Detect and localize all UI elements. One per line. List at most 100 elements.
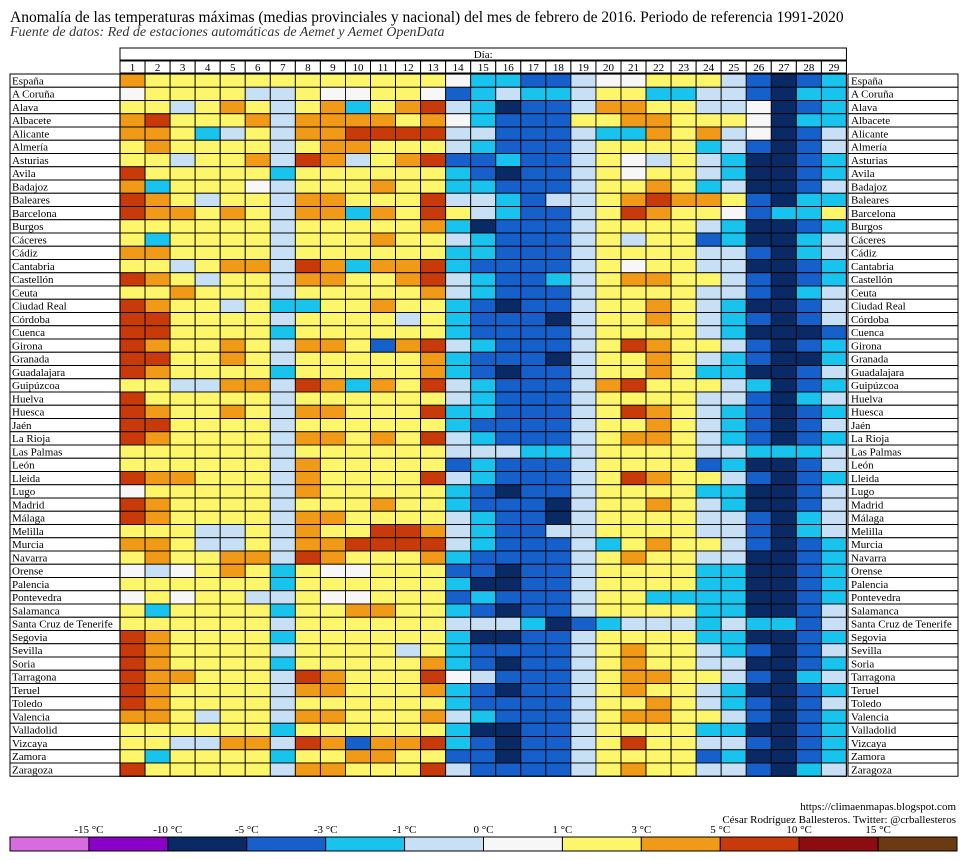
heatmap-cell (420, 404, 447, 419)
heatmap-cell (520, 444, 547, 459)
heatmap-cell (795, 219, 822, 234)
heatmap-cell (194, 312, 221, 327)
heatmap-cell (395, 179, 422, 194)
heatmap-cell (470, 192, 497, 207)
row-label-left: Soria (12, 658, 35, 670)
heatmap-cell (294, 643, 321, 658)
heatmap-cell (119, 312, 146, 327)
heatmap-cell (495, 762, 522, 777)
heatmap-cell (545, 643, 572, 658)
heatmap-cell (795, 312, 822, 327)
heatmap-cell (445, 153, 472, 168)
heatmap-cell (244, 113, 271, 128)
heatmap-cell (219, 683, 246, 698)
legend-label: 0 °C (474, 824, 494, 836)
heatmap-cell (520, 669, 547, 684)
heatmap-cell (445, 365, 472, 380)
heatmap-cell (169, 86, 196, 101)
heatmap-cell (795, 100, 822, 115)
heatmap-cell (645, 100, 672, 115)
day-label: 10 (352, 62, 364, 74)
heatmap-cell (570, 285, 597, 300)
heatmap-cell (194, 709, 221, 724)
heatmap-cell (745, 285, 772, 300)
heatmap-cell (770, 643, 797, 658)
heatmap-cell (370, 139, 396, 154)
heatmap-cell (445, 298, 472, 313)
legend-swatch (877, 836, 958, 852)
heatmap-cell (645, 749, 672, 764)
heatmap-cell (269, 73, 296, 88)
heatmap-cell (345, 722, 371, 737)
heatmap-cell (244, 683, 271, 698)
heatmap-cell (370, 656, 396, 671)
heatmap-cell (645, 86, 672, 101)
heatmap-cell (620, 497, 647, 512)
row-label-left: España (12, 75, 44, 87)
heatmap-cell (194, 603, 221, 618)
heatmap-cell (520, 630, 547, 645)
heatmap-cell (420, 391, 447, 406)
heatmap-cell (770, 656, 797, 671)
heatmap-cell (294, 497, 321, 512)
heatmap-cell (345, 139, 371, 154)
heatmap-cell (645, 418, 672, 433)
heatmap-cell (520, 709, 547, 724)
heatmap-cell (595, 206, 622, 221)
row-label-right: Segovia (851, 632, 887, 644)
day-label: 26 (753, 62, 765, 74)
legend-label: -15 °C (74, 824, 103, 836)
heatmap-cell (570, 563, 597, 578)
heatmap-cell (720, 550, 747, 565)
heatmap-cell (720, 126, 747, 141)
heatmap-cell (545, 139, 572, 154)
heatmap-cell (520, 312, 547, 327)
heatmap-cell (119, 471, 146, 486)
heatmap-cell (795, 736, 822, 751)
heatmap-cell (395, 232, 422, 247)
heatmap-cell (169, 73, 196, 88)
heatmap-cell (395, 616, 422, 631)
heatmap-cell (420, 709, 447, 724)
heatmap-cell (294, 431, 321, 446)
heatmap-cell (395, 656, 422, 671)
heatmap-cell (144, 709, 171, 724)
heatmap-cell (720, 325, 747, 340)
heatmap-cell (620, 590, 647, 605)
heatmap-cell (795, 510, 822, 525)
heatmap-cell (345, 616, 371, 631)
heatmap-cell (520, 510, 547, 525)
heatmap-cell (395, 153, 422, 168)
heatmap-cell (820, 537, 847, 552)
heatmap-cell (294, 630, 321, 645)
heatmap-cell (420, 418, 447, 433)
heatmap-cell (470, 444, 497, 459)
heatmap-cell (695, 630, 722, 645)
heatmap-cell (720, 312, 747, 327)
heatmap-cell (319, 736, 346, 751)
heatmap-cell (745, 656, 772, 671)
heatmap-cell (395, 404, 422, 419)
heatmap-cell (820, 338, 847, 353)
row-label-right: Madrid (851, 499, 884, 511)
heatmap-cell (720, 139, 747, 154)
heatmap-cell (169, 219, 196, 234)
heatmap-cell (745, 100, 772, 115)
heatmap-cell (194, 431, 221, 446)
heatmap-cell (720, 524, 747, 539)
heatmap-cell (720, 378, 747, 393)
heatmap-cell (144, 100, 171, 115)
heatmap-cell (269, 616, 296, 631)
heatmap-cell (269, 351, 296, 366)
heatmap-cell (319, 126, 346, 141)
heatmap-cell (244, 418, 271, 433)
heatmap-cell (495, 86, 522, 101)
row-label-right: Castellón (851, 274, 893, 286)
heatmap-cell (695, 510, 722, 525)
heatmap-cell (169, 232, 196, 247)
heatmap-cell (670, 100, 697, 115)
day-label: 8 (305, 62, 311, 74)
heatmap-cell (670, 537, 697, 552)
heatmap-cell (795, 272, 822, 287)
heatmap-cell (169, 762, 196, 777)
